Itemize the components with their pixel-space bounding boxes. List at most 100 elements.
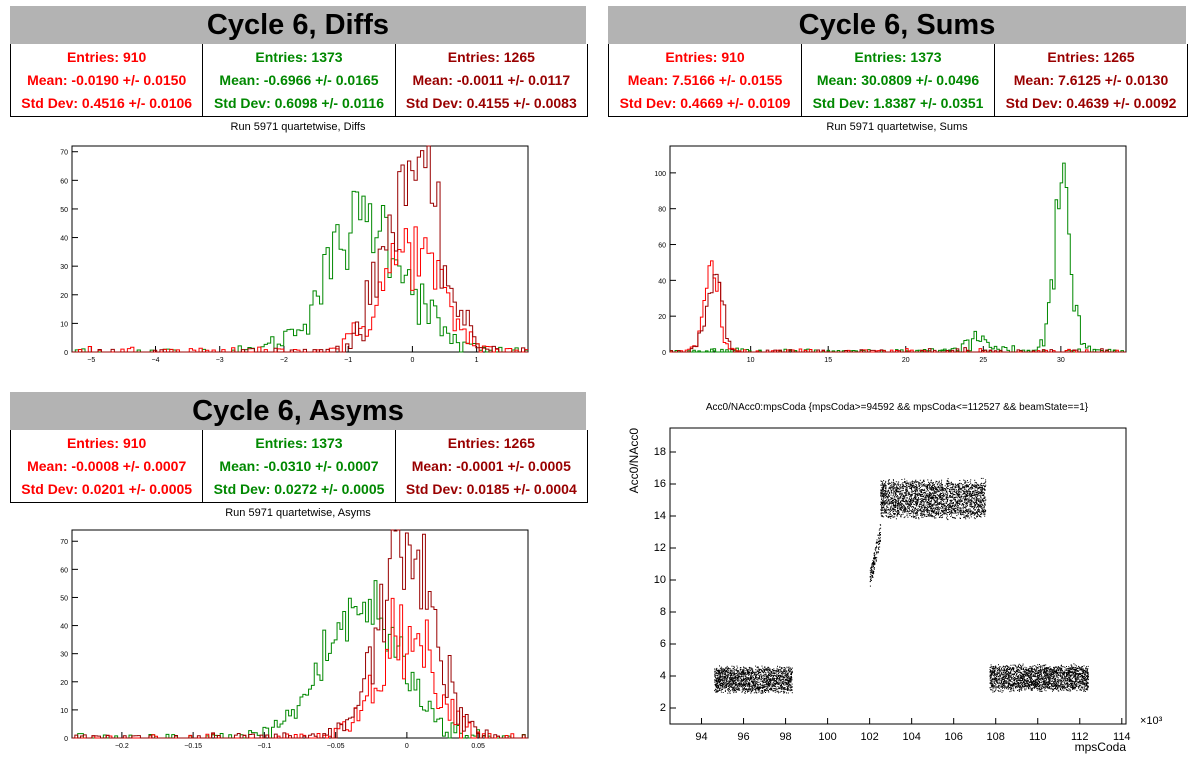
scatter-point (960, 487, 962, 489)
scatter-point (777, 668, 779, 670)
scatter-point (775, 687, 777, 689)
scatter-point (754, 686, 756, 688)
scatter-point (897, 497, 899, 499)
scatter-point (961, 504, 963, 506)
scatter-point (928, 515, 930, 516)
scatter-point (728, 690, 730, 692)
scatter-point (969, 502, 971, 504)
scatter-point (891, 508, 893, 510)
scatter-point (912, 506, 914, 507)
stats-mean: Mean: -0.0011 +/- 0.0117 (412, 71, 571, 88)
scatter-point (985, 499, 987, 501)
scatter-point (1027, 683, 1029, 685)
scatter-point (934, 502, 936, 504)
scatter-point (753, 683, 754, 685)
scatter-point (934, 497, 936, 499)
scatter-point (940, 489, 942, 491)
scatter-point (762, 687, 764, 689)
scatter-point (977, 484, 979, 486)
scatter-point (885, 493, 887, 495)
scatter-point (939, 507, 941, 509)
scatter-point (956, 492, 958, 494)
scatter-point (887, 509, 889, 510)
scatter-point (778, 688, 780, 689)
scatter-point (735, 691, 737, 693)
scatter-point (727, 682, 728, 684)
scatter-point (935, 501, 937, 503)
scatter-point (882, 484, 884, 486)
scatter-point (894, 491, 895, 493)
scatter-point (940, 498, 942, 500)
scatter-point (908, 497, 910, 499)
scatter-point (969, 494, 971, 496)
scatter-point (743, 669, 745, 671)
scatter-point (947, 497, 949, 499)
scatter-point (887, 493, 889, 495)
scatter-point (953, 507, 955, 509)
scatter-point (734, 673, 736, 675)
scatter-point (969, 492, 971, 494)
scatter-point (907, 516, 909, 518)
scatter-point (757, 688, 759, 690)
scatter-point (947, 479, 949, 481)
scatter-point (896, 485, 897, 487)
scatter-point (777, 677, 779, 679)
scatter-point (736, 673, 738, 675)
scatter-point (953, 506, 955, 507)
scatter-point (785, 678, 787, 680)
scatter-point (887, 509, 889, 511)
scatter-point (788, 669, 790, 671)
scatter-point (875, 560, 877, 562)
scatter-point (937, 483, 939, 485)
scatter-point (902, 503, 904, 505)
scatter-point (913, 516, 915, 518)
scatter-point (775, 673, 777, 675)
scatter-point (747, 690, 748, 692)
scatter-point (880, 509, 882, 511)
scatter-point (758, 689, 760, 691)
scatter-point (964, 500, 966, 502)
scatter-point (1056, 674, 1058, 676)
scatter-point (982, 509, 984, 511)
scatter-point (883, 484, 885, 486)
scatter-point (938, 507, 940, 509)
scatter-point (909, 498, 911, 500)
scatter-point (895, 487, 897, 489)
scatter-point (774, 689, 776, 691)
scatter-point (918, 483, 920, 485)
scatter-point (777, 665, 778, 667)
scatter-point (935, 512, 937, 514)
scatter-point (907, 502, 909, 504)
scatter-point (735, 678, 737, 680)
scatter-point (716, 686, 718, 688)
scatter-point (789, 681, 790, 683)
scatter-point (729, 675, 731, 676)
scatter-point (734, 683, 736, 685)
scatter-point (897, 487, 899, 489)
scatter-point (717, 675, 719, 677)
scatter-point (955, 492, 957, 494)
sums-stats-box: Entries: 910 Mean: 7.5166 +/- 0.0155 Std… (608, 44, 1188, 117)
scatter-point (966, 504, 968, 506)
scatter-point (750, 676, 751, 678)
scatter-point (930, 501, 932, 503)
scatter-point (930, 509, 932, 511)
scatter-point (756, 677, 758, 679)
scatter-point (725, 671, 727, 672)
scatter-point (788, 668, 790, 670)
scatter-point (761, 692, 763, 694)
scatter-point (898, 498, 900, 500)
y-tick-label: 30 (60, 264, 68, 271)
scatter-point (943, 494, 944, 496)
scatter-point (722, 673, 724, 675)
scatter-point (893, 505, 894, 507)
scatter-point (963, 488, 965, 490)
scatter-point (929, 487, 931, 489)
scatter-point (714, 690, 716, 692)
scatter-point (964, 505, 966, 507)
scatter-point (747, 683, 749, 684)
scatter-point (919, 502, 921, 504)
scatter-point (882, 489, 884, 491)
scatter-point (961, 495, 963, 497)
scatter-point (897, 483, 899, 485)
